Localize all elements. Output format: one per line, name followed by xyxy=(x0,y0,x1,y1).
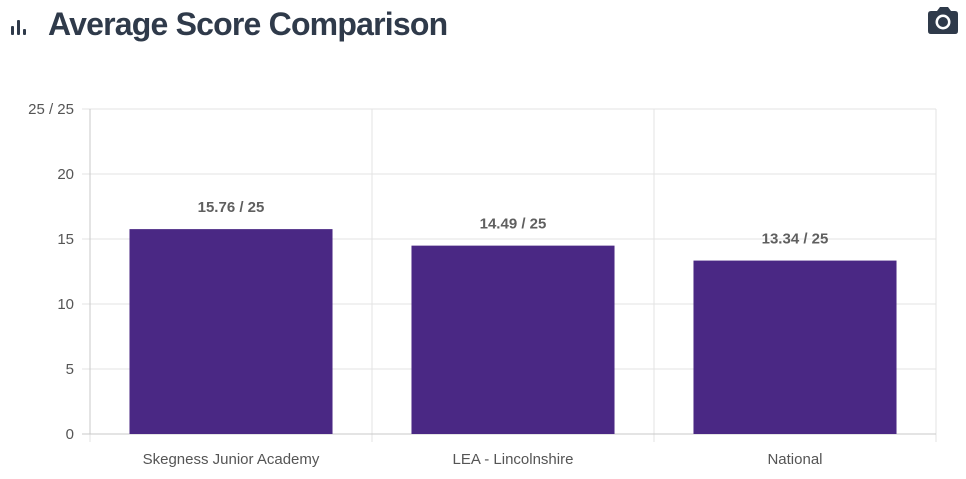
bar xyxy=(693,260,897,434)
bar xyxy=(411,245,615,434)
x-tick-label: LEA - Lincolnshire xyxy=(453,451,574,468)
bar-chart-icon xyxy=(11,19,31,35)
y-tick-label: 5 xyxy=(66,361,74,378)
y-tick-label: 20 xyxy=(57,166,74,183)
page-title: Average Score Comparison xyxy=(48,6,448,42)
y-tick-label: 25 / 25 xyxy=(28,101,74,118)
chart-header: Average Score Comparison xyxy=(0,0,966,56)
data-label: 15.76 / 25 xyxy=(198,199,265,216)
y-tick-label: 10 xyxy=(57,296,74,313)
x-tick-label: National xyxy=(767,451,822,468)
x-tick-label: Skegness Junior Academy xyxy=(143,451,320,468)
bar-chart: 0 5 10 15 20 25 / 25 15.76 / 25 Skegness Junior… xyxy=(28,101,937,468)
y-tick-label: 15 xyxy=(57,231,74,248)
data-label: 14.49 / 25 xyxy=(480,216,547,233)
camera-icon[interactable] xyxy=(928,6,958,34)
data-label: 13.34 / 25 xyxy=(762,231,829,248)
bar xyxy=(129,229,333,434)
y-tick-label: 0 xyxy=(66,426,74,443)
chart-area: 0 5 10 15 20 25 / 25 15.76 / 25 Skegness Junior… xyxy=(0,90,966,474)
